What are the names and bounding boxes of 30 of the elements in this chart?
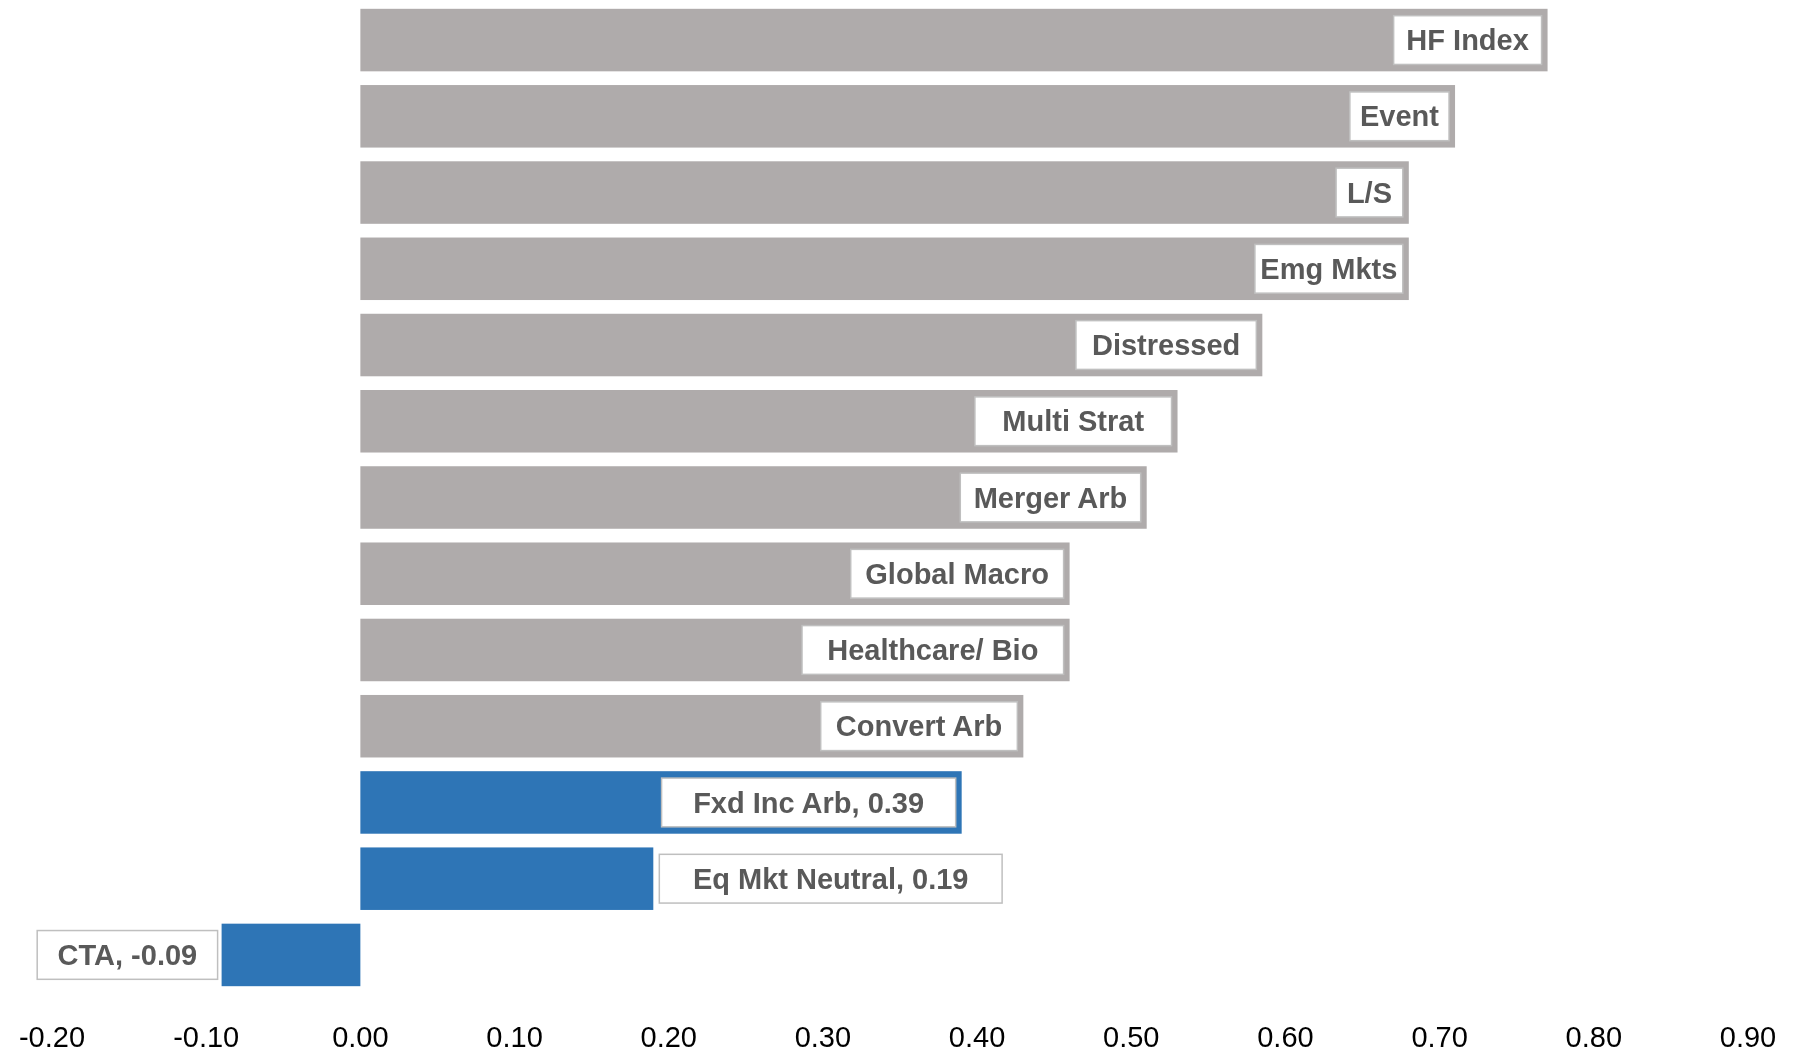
y-tick-label: Convert Arb: [835, 710, 1003, 743]
x-tick-label: 0.10: [486, 1021, 543, 1052]
y-tick-label: HF Index: [1406, 24, 1529, 57]
y-tick-label: Eq Mkt Neutral, 0.19: [692, 862, 969, 895]
x-tick-label: -0.10: [173, 1021, 240, 1052]
bar: [360, 85, 1456, 148]
x-tick-label: 0.70: [1411, 1021, 1468, 1052]
y-tick-label: L/S: [1346, 176, 1392, 209]
bar: [360, 161, 1409, 224]
y-tick-label: Fxd Inc Arb, 0.39: [693, 786, 925, 819]
x-tick-label: 0.20: [640, 1021, 697, 1052]
x-tick-label: 0.60: [1257, 1021, 1314, 1052]
y-tick-label: Emg Mkts: [1260, 252, 1398, 285]
y-tick-label: Merger Arb: [973, 481, 1128, 514]
x-tick-label: 0.80: [1565, 1021, 1623, 1052]
y-tick-label: Global Macro: [865, 557, 1050, 590]
y-tick-label: Distressed: [1091, 329, 1241, 362]
x-tick-label: 0.00: [332, 1021, 389, 1052]
x-tick-label: 0.40: [948, 1021, 1006, 1052]
bar: [360, 847, 654, 910]
y-tick-label: CTA, -0.09: [57, 939, 198, 972]
bar: [360, 237, 1409, 301]
y-tick-label: Healthcare/ Bio: [827, 634, 1039, 667]
x-tick-label: 0.90: [1719, 1021, 1777, 1052]
x-tick-label: -0.20: [18, 1021, 86, 1052]
x-tick-label: 0.30: [794, 1021, 852, 1052]
y-tick-label: Event: [1359, 100, 1440, 133]
y-tick-label: Multi Strat: [1002, 405, 1145, 438]
x-tick-label: 0.50: [1103, 1021, 1160, 1052]
bar: [360, 8, 1548, 72]
